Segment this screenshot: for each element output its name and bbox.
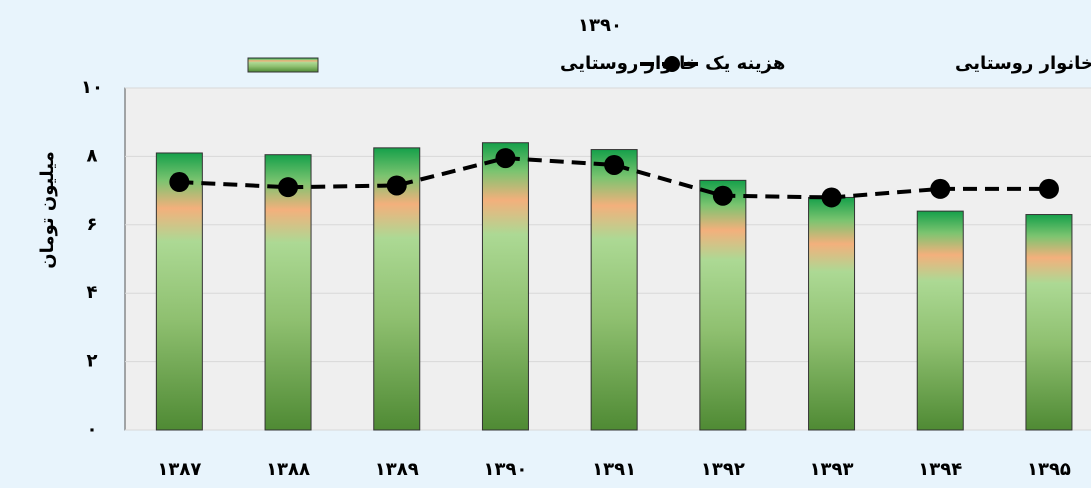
y-tick-label: ۲ (87, 351, 98, 372)
line-marker (278, 177, 299, 198)
x-tick-label: ۱۳۹۱ (592, 459, 636, 480)
bar (916, 210, 964, 431)
bar (264, 154, 312, 431)
y-tick-label: ۴ (87, 282, 98, 303)
x-tick-label: ۱۳۹۲ (701, 459, 745, 480)
line-marker (169, 172, 190, 193)
line-marker (386, 175, 407, 196)
y-tick-label: ۰ (87, 419, 98, 440)
bar (481, 142, 529, 431)
line-marker (604, 154, 625, 175)
legend-marker (664, 56, 680, 72)
y-tick-label: ۱۰ (81, 77, 103, 98)
bar (155, 152, 203, 431)
x-tick-label: ۱۳۹۳ (810, 459, 854, 480)
line-marker (1038, 178, 1059, 199)
line-marker (495, 148, 516, 169)
legend-label: درآمد یک خانوار روستایی (955, 51, 1091, 74)
line-marker (712, 185, 733, 206)
legend-swatch (247, 57, 319, 73)
chart-title: ۱۳۹۰ (578, 15, 622, 36)
y-tick-label: ۶ (87, 214, 98, 235)
y-tick-label: ۸ (87, 145, 98, 166)
bar (1025, 214, 1073, 431)
line (179, 156, 1049, 200)
bar (590, 149, 638, 431)
line-marker (930, 178, 951, 199)
bar (699, 179, 747, 431)
line-marker (821, 187, 842, 208)
x-tick-label: ۱۳۸۸ (266, 459, 310, 480)
x-tick-label: ۱۳۹۴ (918, 459, 962, 480)
x-tick-label: ۱۳۸۷ (157, 459, 201, 480)
x-tick-label: ۱۳۸۹ (375, 459, 419, 480)
y-axis-title: میلیون تومان (37, 151, 58, 268)
bar (808, 196, 856, 431)
x-tick-label: ۱۳۹۵ (1027, 459, 1071, 480)
x-tick-label: ۱۳۹۰ (483, 459, 527, 480)
